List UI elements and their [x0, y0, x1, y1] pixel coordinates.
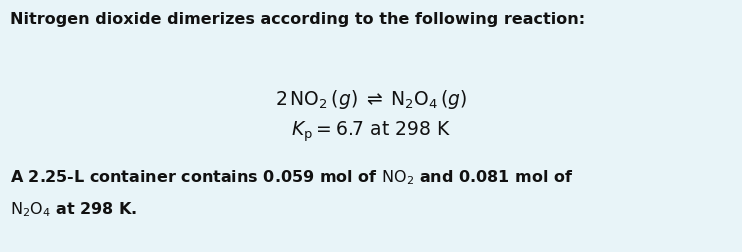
Text: $2\,\mathrm{NO_2}\,(g)\;\rightleftharpoons\;\mathrm{N_2O_4}\,(g)$: $2\,\mathrm{NO_2}\,(g)\;\rightleftharpoo…: [275, 88, 467, 111]
Text: $\mathrm{N_2O_4}$ at 298 K.: $\mathrm{N_2O_4}$ at 298 K.: [10, 200, 137, 219]
Text: Nitrogen dioxide dimerizes according to the following reaction:: Nitrogen dioxide dimerizes according to …: [10, 12, 585, 27]
Text: A 2.25-L container contains 0.059 mol of $\mathrm{NO_2}$ and 0.081 mol of: A 2.25-L container contains 0.059 mol of…: [10, 168, 574, 187]
Text: $K_\mathrm{p} = 6.7\ \mathrm{at}\ 298\ \mathrm{K}$: $K_\mathrm{p} = 6.7\ \mathrm{at}\ 298\ \…: [291, 120, 451, 144]
